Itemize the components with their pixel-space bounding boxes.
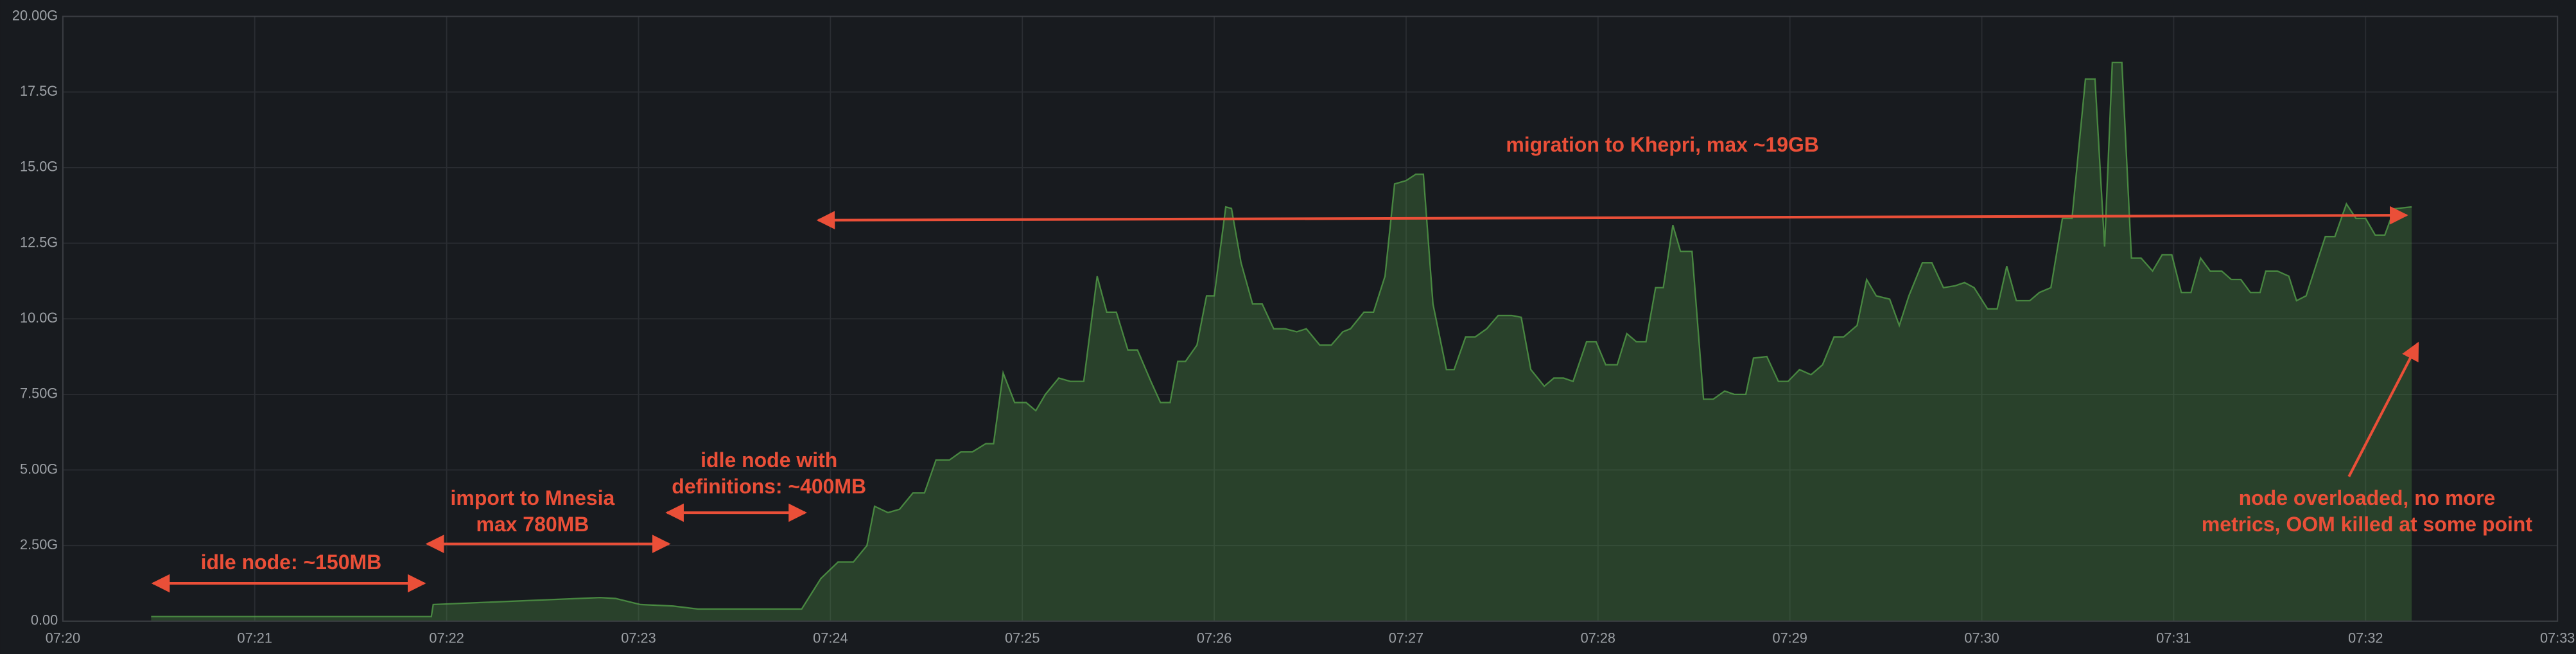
x-tick-label: 07:28 [1581, 630, 1615, 646]
plot-frame [62, 15, 2559, 622]
series-line [151, 61, 2412, 617]
annotation: max 780MB [476, 513, 589, 536]
annotation: idle node: ~150MB [201, 551, 382, 574]
y-tick-label: 17.5G [20, 83, 58, 99]
annotation: metrics, OOM killed at some point [2202, 513, 2533, 536]
x-tick-label: 07:27 [1389, 630, 1423, 646]
y-tick-label: 2.50G [20, 536, 58, 552]
annotation: migration to Khepri, max ~19GB [1506, 133, 1819, 156]
area-fill [151, 62, 2412, 621]
x-tick-label: 07:32 [2348, 630, 2383, 646]
annotation: definitions: ~400MB [672, 475, 866, 498]
x-tick-label: 07:21 [238, 630, 272, 646]
x-tick-label: 07:26 [1197, 630, 1231, 646]
y-tick-label: 10.0G [20, 310, 58, 326]
arrow [2347, 342, 2419, 477]
x-tick-label: 07:31 [2156, 630, 2191, 646]
x-tick-label: 07:23 [621, 630, 656, 646]
annotation: node overloaded, no more [2239, 486, 2496, 509]
x-tick-label: 07:25 [1005, 630, 1040, 646]
x-tick-label: 07:29 [1773, 630, 1807, 646]
y-tick-label: 12.5G [20, 234, 58, 250]
x-tick-label: 07:33 [2540, 630, 2575, 646]
x-tick-label: 07:20 [46, 630, 80, 646]
x-tick-label: 07:22 [429, 630, 464, 646]
y-tick-label: 15.0G [20, 159, 58, 175]
y-tick-label: 0.00 [31, 612, 58, 628]
y-tick-label: 20.00G [12, 7, 58, 23]
annotation: import to Mnesia [451, 486, 615, 509]
x-tick-label: 07:30 [1964, 630, 1999, 646]
annotation: idle node with [701, 448, 837, 472]
arrow [816, 206, 2408, 229]
y-tick-label: 5.00G [20, 461, 58, 477]
x-tick-label: 07:24 [813, 630, 848, 646]
y-tick-label: 7.50G [20, 385, 58, 402]
